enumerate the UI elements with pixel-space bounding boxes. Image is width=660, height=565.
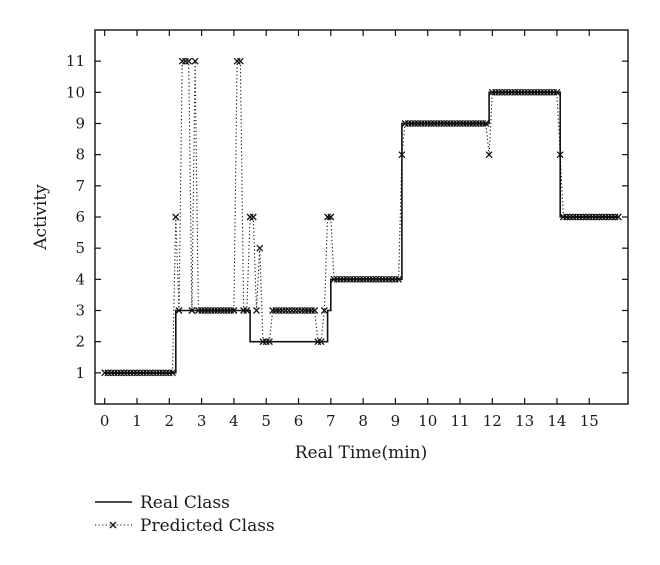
predicted-class-point (291, 307, 299, 314)
predicted-class-point (249, 213, 257, 221)
predicted-class-point (282, 307, 290, 314)
x-tick-label: 13 (515, 412, 534, 430)
x-tick-label: 9 (391, 412, 401, 430)
predicted-class-point (485, 151, 493, 159)
y-tick-label: 7 (75, 177, 85, 195)
y-tick-label: 2 (75, 333, 85, 351)
axis-ticks (95, 30, 628, 404)
x-tick-labels: 0 1 2 3 4 5 6 7 8 9 10 11 12 13 14 15 (100, 412, 599, 430)
legend-predicted-class-sample (95, 521, 132, 529)
y-tick-label: 4 (75, 270, 85, 288)
y-axis-title: Activity (31, 184, 51, 251)
x-tick-label: 4 (229, 412, 239, 430)
x-tick-label: 12 (483, 412, 502, 430)
x-tick-label: 14 (547, 412, 566, 430)
y-tick-label: 9 (75, 115, 85, 133)
predicted-class-point (178, 57, 186, 65)
predicted-class-point (191, 57, 199, 65)
y-tick-label: 11 (66, 52, 85, 70)
x-tick-label: 1 (132, 412, 142, 430)
x-tick-label: 11 (450, 412, 469, 430)
predicted-class-line (104, 60, 619, 374)
y-tick-label: 6 (75, 208, 85, 226)
legend-real-class-label: Real Class (140, 493, 230, 513)
y-tick-labels: 1 2 3 4 5 6 7 8 9 10 11 (66, 52, 85, 382)
y-tick-label: 3 (75, 302, 85, 320)
predicted-class-point (172, 213, 180, 221)
predicted-class-point (295, 307, 302, 314)
predicted-class-point (311, 307, 319, 314)
x-tick-label: 7 (326, 412, 336, 430)
legend-predicted-class-label: Predicted Class (140, 516, 275, 536)
predicted-class-point (320, 307, 328, 314)
predicted-class-point (285, 307, 293, 314)
x-tick-label: 8 (358, 412, 368, 430)
predicted-class-point (181, 57, 189, 65)
x-tick-label: 2 (165, 412, 175, 430)
y-tick-label: 1 (75, 364, 85, 382)
x-tick-label: 15 (580, 412, 599, 430)
predicted-class-point (288, 307, 296, 314)
x-tick-label: 10 (418, 412, 437, 430)
x-tick-label: 5 (261, 412, 271, 430)
y-tick-label: 5 (75, 239, 85, 257)
predicted-class-point (614, 213, 622, 221)
y-tick-label: 8 (75, 146, 85, 164)
predicted-class-point (185, 57, 193, 65)
x-axis-title: Real Time(min) (295, 443, 428, 463)
predicted-class-point (246, 213, 254, 221)
predicted-class-point (256, 244, 264, 252)
predicted-class-point (233, 57, 241, 65)
legend-predicted-class-marker (109, 521, 117, 529)
real-class-line (104, 91, 619, 374)
x-tick-label: 3 (197, 412, 207, 430)
predicted-class-point (236, 57, 244, 65)
y-tick-label: 10 (66, 83, 85, 101)
predicted-class-point (253, 307, 260, 314)
x-tick-label: 6 (294, 412, 304, 430)
predicted-class-point (327, 213, 335, 221)
series-layer (101, 57, 622, 377)
x-tick-label: 0 (100, 412, 110, 430)
legend: Real Class Predicted Class (95, 493, 275, 536)
